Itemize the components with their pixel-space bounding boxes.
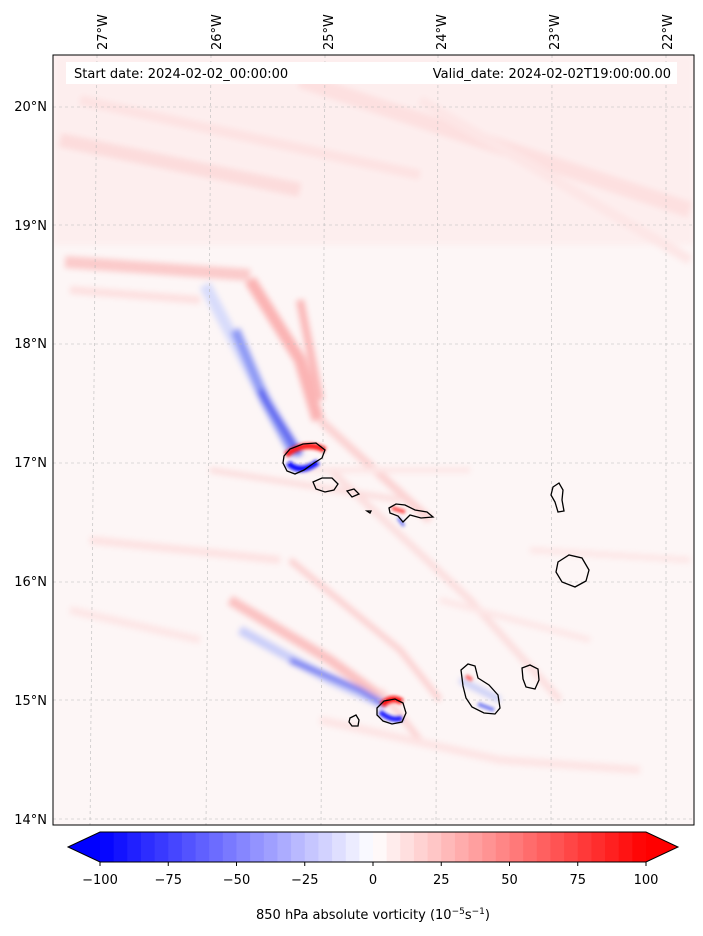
colorbar-cell	[318, 832, 333, 862]
colorbar-cell	[100, 832, 115, 862]
colorbar-over-triangle	[646, 832, 678, 862]
colorbar-tick-label: −75	[155, 873, 182, 888]
colorbar-cell	[277, 832, 292, 862]
colorbar-cell	[113, 832, 128, 862]
lon-label-27w: 27°W	[96, 14, 111, 50]
lat-label-20n: 20°N	[14, 100, 47, 115]
island-santo-antao	[282, 442, 326, 475]
colorbar-cell	[577, 832, 592, 862]
colorbar-tick-label: 100	[634, 873, 659, 888]
lon-label-24w: 24°W	[435, 14, 450, 50]
colorbar-under-triangle	[68, 832, 100, 862]
colorbar-cell	[454, 832, 470, 862]
latitude-labels: 20°N 19°N 18°N 17°N 16°N 15°N 14°N	[14, 100, 47, 828]
island-santiago	[460, 663, 501, 715]
colorbar-cell	[263, 832, 279, 862]
colorbar-cell	[591, 832, 606, 862]
colorbar-tick-label: −25	[291, 873, 318, 888]
colorbar-cell	[509, 832, 524, 862]
lat-label-16n: 16°N	[14, 575, 47, 590]
colorbar-label: 850 hPa absolute vorticity (10−5s−1)	[256, 907, 490, 923]
vorticity-field	[53, 55, 694, 774]
colorbar-cell	[618, 832, 633, 862]
colorbar-tick-label: 50	[501, 873, 518, 888]
lat-label-18n: 18°N	[14, 337, 47, 352]
lat-label-15n: 15°N	[14, 694, 47, 709]
island-santa-luzia	[345, 488, 361, 498]
colorbar-cell	[181, 832, 197, 862]
colorbar-cell	[441, 832, 456, 862]
colorbar-tick-label: −100	[82, 873, 118, 888]
island-fogo	[376, 698, 407, 725]
island-brava	[348, 714, 360, 727]
colorbar-cell	[359, 832, 374, 862]
colorbar-tick-label: −50	[223, 873, 250, 888]
colorbar-ticks: −100 −75 −50 −25 0 25 50 75 100	[82, 862, 658, 888]
longitude-labels: 27°W 26°W 25°W 24°W 23°W 22°W	[96, 14, 676, 50]
graticule	[53, 55, 694, 825]
map-frame	[52, 54, 695, 826]
lat-label-19n: 19°N	[14, 219, 47, 234]
lon-label-23w: 23°W	[548, 14, 563, 50]
colorbar-cell	[127, 832, 142, 862]
colorbar-cell	[168, 832, 183, 862]
lon-label-25w: 25°W	[322, 14, 337, 50]
colorbar-cell	[195, 832, 210, 862]
colorbar-cell	[632, 832, 647, 862]
lat-label-14n: 14°N	[14, 813, 47, 828]
island-branco	[364, 510, 373, 514]
island-sal	[550, 482, 565, 513]
colorbar-cell	[291, 832, 306, 862]
island-sao-nicolau	[388, 503, 435, 523]
colorbar-cell	[523, 832, 538, 862]
colorbar-cell	[550, 832, 565, 862]
colorbar-cell	[373, 832, 388, 862]
colorbar-cell	[427, 832, 442, 862]
colorbar-cell	[304, 832, 319, 862]
colorbar-cells	[100, 832, 647, 862]
colorbar-cell	[536, 832, 552, 862]
island-maio	[521, 664, 540, 690]
colorbar-cell	[236, 832, 251, 862]
coastlines	[282, 442, 590, 727]
colorbar-cell	[154, 832, 169, 862]
island-sao-vicente	[312, 477, 339, 493]
colorbar-cell	[468, 832, 483, 862]
colorbar-tick-label: 0	[369, 873, 377, 888]
valid-date-label: Valid_date: 2024-02-02T19:00:00.00	[433, 67, 671, 82]
start-date-label: Start date: 2024-02-02_00:00:00	[74, 67, 288, 82]
colorbar-cell	[332, 832, 347, 862]
colorbar-cell	[413, 832, 429, 862]
info-box	[66, 62, 677, 84]
colorbar-cell	[400, 832, 415, 862]
colorbar-cell	[345, 832, 360, 862]
colorbar-cell	[564, 832, 579, 862]
colorbar-cell	[222, 832, 238, 862]
colorbar: −100 −75 −50 −25 0 25 50 75 100 850 hPa absolute…	[66, 831, 680, 923]
lat-label-17n: 17°N	[14, 456, 47, 471]
island-boa-vista	[555, 554, 590, 588]
colorbar-cell	[140, 832, 156, 862]
colorbar-tick-label: 75	[569, 873, 586, 888]
colorbar-tick-label: 25	[433, 873, 450, 888]
lon-label-26w: 26°W	[210, 14, 225, 50]
colorbar-cell	[250, 832, 265, 862]
lon-label-22w: 22°W	[661, 14, 676, 50]
colorbar-cell	[605, 832, 620, 862]
colorbar-cell	[209, 832, 224, 862]
colorbar-cell	[482, 832, 497, 862]
colorbar-cell	[386, 832, 401, 862]
colorbar-cell	[495, 832, 511, 862]
